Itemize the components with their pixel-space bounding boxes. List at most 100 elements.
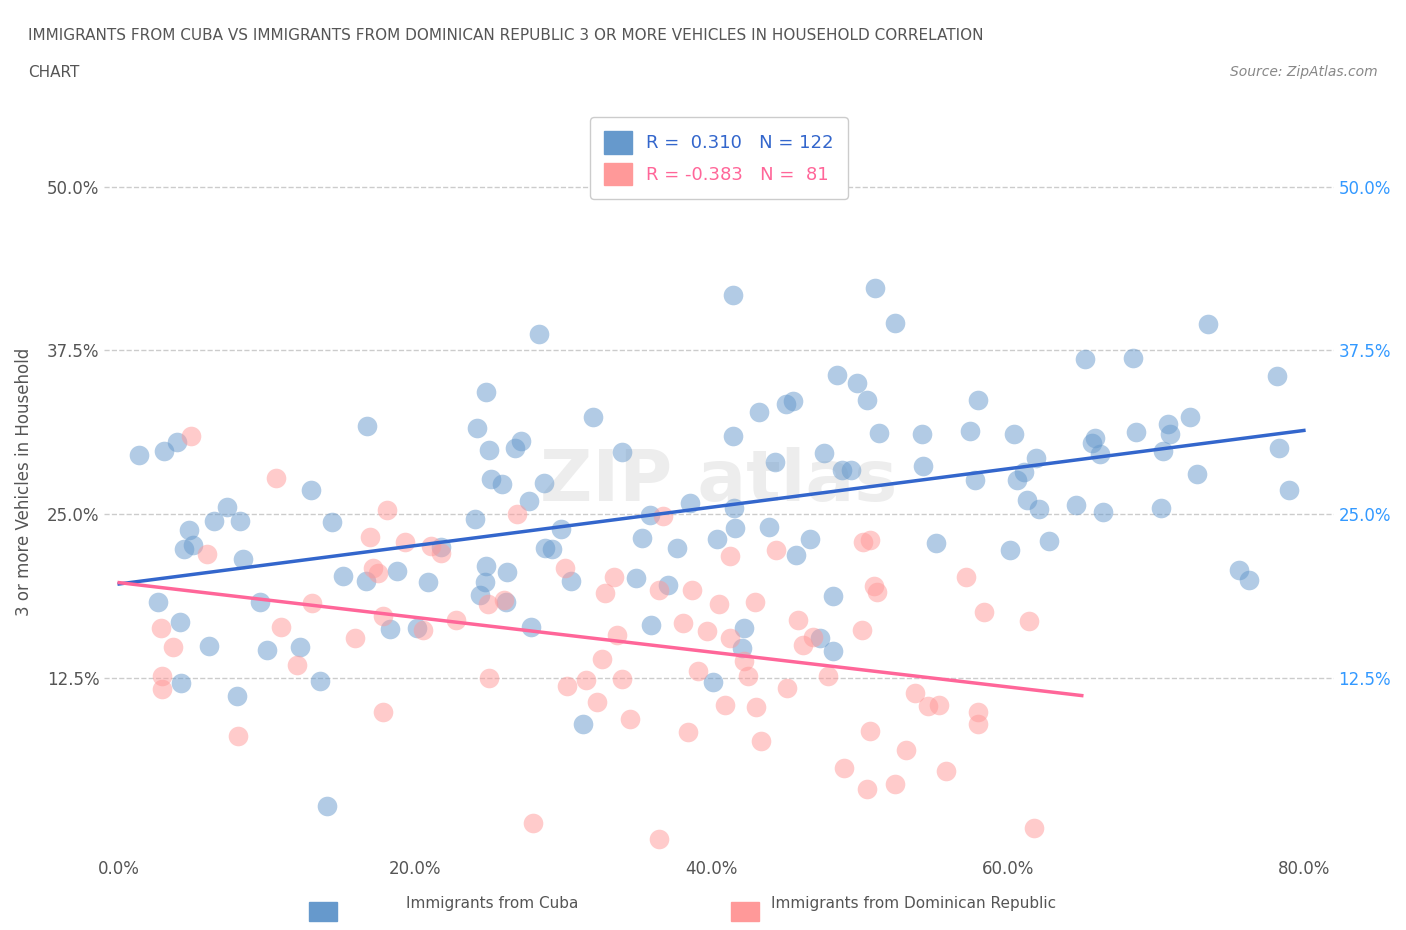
- Point: [782, 393, 804, 408]
- Point: [496, 565, 519, 579]
- Point: [638, 508, 661, 523]
- Point: [356, 418, 378, 433]
- Point: [733, 654, 755, 669]
- Point: [270, 619, 292, 634]
- Point: [555, 679, 578, 694]
- Point: [582, 409, 605, 424]
- Point: [170, 676, 193, 691]
- Point: [630, 530, 652, 545]
- Text: IMMIGRANTS FROM CUBA VS IMMIGRANTS FROM DOMINICAN REPUBLIC 3 OR MORE VEHICLES IN: IMMIGRANTS FROM CUBA VS IMMIGRANTS FROM …: [28, 28, 984, 43]
- Point: [1012, 465, 1035, 480]
- Text: Immigrants from Dominican Republic: Immigrants from Dominican Republic: [772, 897, 1056, 911]
- Point: [195, 547, 218, 562]
- Point: [856, 781, 879, 796]
- Point: [554, 561, 576, 576]
- Point: [967, 705, 990, 720]
- Point: [626, 571, 648, 586]
- Point: [465, 421, 488, 436]
- Point: [344, 631, 367, 645]
- Point: [666, 540, 689, 555]
- Point: [359, 529, 381, 544]
- Point: [758, 520, 780, 535]
- Point: [823, 589, 845, 604]
- Point: [748, 405, 770, 419]
- Point: [479, 472, 502, 486]
- Point: [749, 733, 772, 748]
- Point: [792, 637, 814, 652]
- Point: [309, 673, 332, 688]
- Point: [1157, 417, 1180, 432]
- Point: [1038, 534, 1060, 549]
- Point: [429, 539, 451, 554]
- Point: [406, 620, 429, 635]
- Point: [733, 620, 755, 635]
- Point: [474, 574, 496, 589]
- Point: [378, 621, 401, 636]
- Point: [1150, 500, 1173, 515]
- Point: [863, 578, 886, 593]
- Point: [575, 672, 598, 687]
- Point: [361, 561, 384, 576]
- Point: [737, 669, 759, 684]
- Point: [808, 631, 831, 645]
- Point: [845, 375, 868, 390]
- Point: [1015, 493, 1038, 508]
- Point: [541, 542, 564, 557]
- Point: [1278, 483, 1301, 498]
- Point: [149, 621, 172, 636]
- Point: [301, 596, 323, 611]
- Point: [177, 523, 200, 538]
- Point: [678, 724, 700, 739]
- Point: [1090, 446, 1112, 461]
- Point: [506, 506, 529, 521]
- Point: [464, 512, 486, 526]
- Point: [522, 816, 544, 830]
- Point: [520, 619, 543, 634]
- Point: [839, 462, 862, 477]
- Point: [444, 613, 467, 628]
- Point: [152, 444, 174, 458]
- Point: [935, 764, 957, 778]
- Point: [868, 425, 890, 440]
- Point: [702, 674, 724, 689]
- Point: [1125, 424, 1147, 439]
- Point: [470, 587, 492, 602]
- Point: [883, 315, 905, 330]
- Point: [821, 644, 844, 658]
- Point: [858, 532, 880, 547]
- Point: [648, 831, 671, 846]
- Point: [332, 569, 354, 584]
- Point: [865, 281, 887, 296]
- Point: [1185, 466, 1208, 481]
- Point: [150, 669, 173, 684]
- Point: [394, 535, 416, 550]
- Point: [1265, 369, 1288, 384]
- Point: [723, 500, 745, 515]
- Point: [967, 716, 990, 731]
- Point: [169, 614, 191, 629]
- Point: [226, 688, 249, 703]
- Point: [859, 724, 882, 738]
- Point: [180, 429, 202, 444]
- Point: [963, 472, 986, 487]
- Point: [894, 742, 917, 757]
- Point: [681, 582, 703, 597]
- Point: [855, 392, 877, 407]
- Point: [503, 440, 526, 455]
- Point: [1002, 427, 1025, 442]
- Point: [1152, 444, 1174, 458]
- Point: [1081, 435, 1104, 450]
- Point: [1025, 451, 1047, 466]
- Point: [851, 623, 873, 638]
- Point: [1018, 613, 1040, 628]
- Point: [709, 596, 731, 611]
- Point: [745, 699, 768, 714]
- Point: [825, 367, 848, 382]
- Point: [1159, 426, 1181, 441]
- Point: [718, 549, 741, 564]
- Point: [572, 716, 595, 731]
- Point: [150, 681, 173, 696]
- Point: [998, 543, 1021, 558]
- Point: [166, 435, 188, 450]
- Point: [765, 542, 787, 557]
